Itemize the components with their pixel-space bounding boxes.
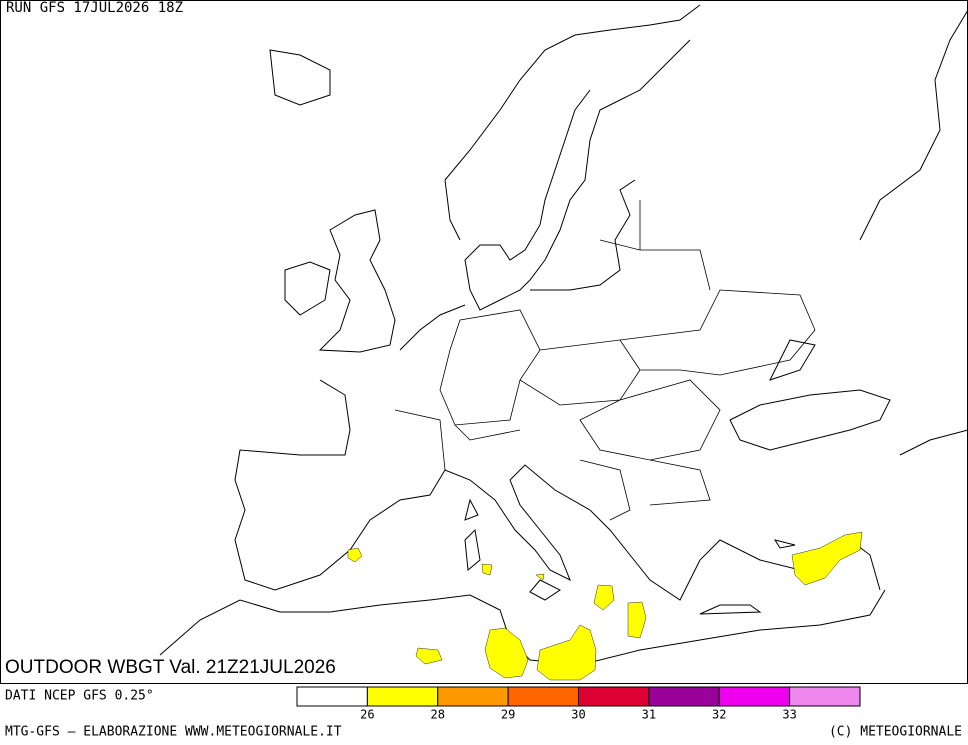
- color-swatch: [789, 686, 861, 707]
- coastline: [444, 4, 701, 311]
- coastline: [464, 498, 796, 615]
- footer-left: MTG-GFS — ELABORAZIONE WWW.METEOGIORNALE…: [5, 725, 342, 740]
- coastline: [159, 589, 886, 666]
- wbgt-area: [347, 531, 863, 681]
- legend-tick-label: 33: [782, 708, 796, 722]
- legend-tick-label: 30: [571, 708, 585, 722]
- legend-tick-label: 26: [360, 708, 374, 722]
- coastline: [284, 209, 396, 353]
- coastline: [859, 9, 968, 456]
- footer-right: (C) METEOGIORNALE: [829, 725, 962, 740]
- map: RUN GFS 17JUL2026 18Z OUTDOOR WBGT Val. …: [0, 0, 968, 684]
- legend-tick-label: 31: [642, 708, 656, 722]
- coastline: [269, 49, 331, 106]
- border: [394, 200, 816, 521]
- color-swatch: [366, 686, 439, 707]
- color-swatch: [507, 686, 579, 707]
- run-label: RUN GFS 17JUL2026 18Z: [6, 0, 183, 16]
- color-swatch: [648, 686, 720, 707]
- legend: DATI NCEP GFS 0.25° 26 28 29 30 31 32 33: [5, 686, 861, 722]
- legend-tick-label: 28: [431, 708, 445, 722]
- legend-tick-label: 29: [501, 708, 515, 722]
- map-title: OUTDOOR WBGT Val. 21Z21JUL2026: [5, 657, 336, 678]
- color-swatch: [437, 686, 509, 707]
- source-label: DATI NCEP GFS 0.25°: [5, 689, 154, 704]
- coastline: [530, 179, 636, 291]
- color-swatch: [578, 686, 650, 707]
- color-swatch: [718, 686, 791, 707]
- legend-tick-label: 32: [712, 708, 726, 722]
- coastline: [729, 339, 891, 451]
- color-swatch: [296, 686, 368, 707]
- coastline: [234, 304, 881, 601]
